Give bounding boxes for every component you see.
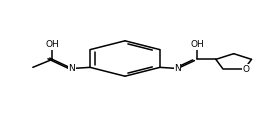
Text: N: N <box>174 64 181 73</box>
Text: N: N <box>68 64 75 73</box>
Text: O: O <box>242 65 249 74</box>
Text: OH: OH <box>45 40 59 49</box>
Text: OH: OH <box>190 40 204 49</box>
